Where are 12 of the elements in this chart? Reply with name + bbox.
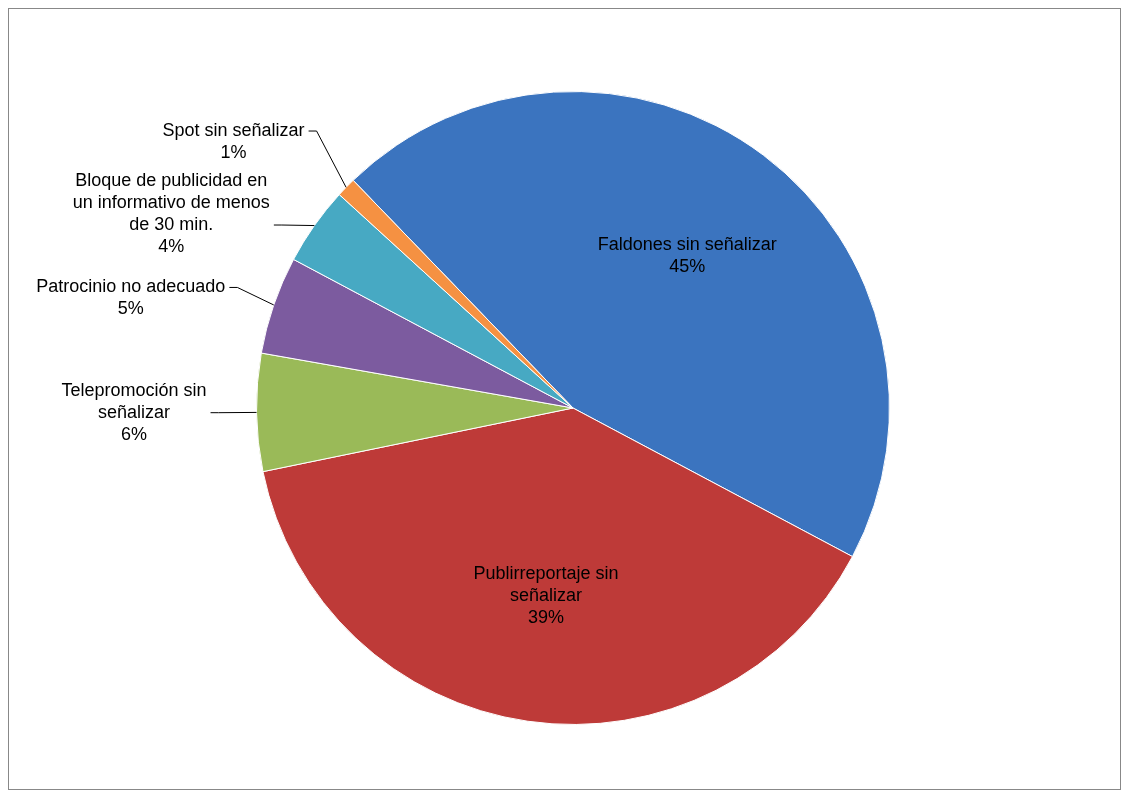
slice-label: Publirreportaje sin señalizar: [473, 562, 619, 605]
slice-label: Faldones sin señalizar: [597, 234, 777, 255]
slice-label: Patrocinio no adecuado: [36, 276, 226, 297]
data-label: 4%: [158, 236, 185, 256]
data-label: 39%: [527, 606, 564, 627]
data-label: 6%: [120, 423, 148, 444]
slice-label: Spot sin señalizar: [162, 120, 305, 140]
data-label: 5%: [117, 298, 144, 319]
data-label: 45%: [669, 256, 706, 277]
data-label: 1%: [220, 142, 247, 162]
slice-label: Bloque de publicidad en un informativo de menos de 30 min.: [72, 170, 270, 234]
slice-label: Telepromoción sin señalizar: [61, 379, 207, 422]
